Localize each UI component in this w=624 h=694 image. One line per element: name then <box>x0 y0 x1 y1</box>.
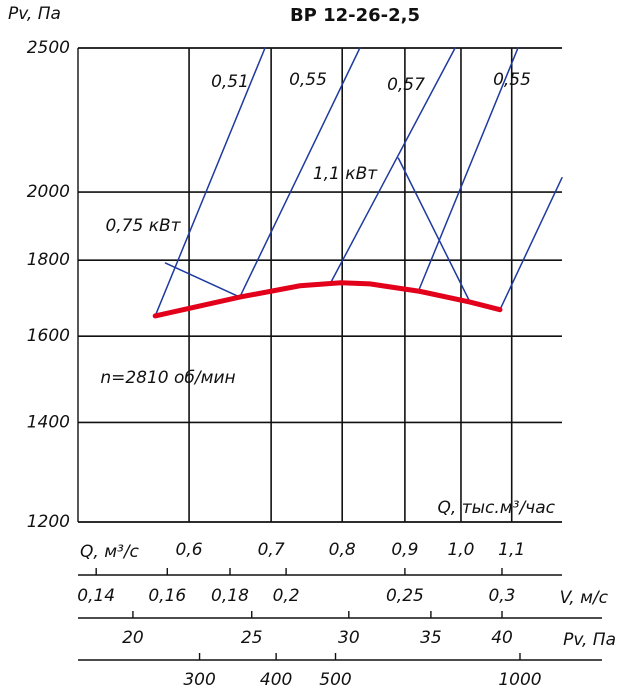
x-tick-label: 0,8 <box>329 540 356 560</box>
annotation: 0,51 <box>211 72 249 92</box>
performance-curve <box>152 280 503 319</box>
tick-label: 500 <box>319 670 351 690</box>
x-tick-label: 0,7 <box>258 540 285 560</box>
efficiency-line <box>164 262 241 298</box>
tick-label: 0,3 <box>488 586 515 606</box>
efficiency-line <box>417 47 519 293</box>
efficiency-line <box>154 47 266 317</box>
y-tick-label: 1400 <box>27 412 70 432</box>
tick-label: 20 <box>122 628 144 648</box>
y-tick-label: 1200 <box>27 512 70 532</box>
annotation: 0,55 <box>493 70 531 90</box>
tick-label: 30 <box>338 628 360 648</box>
tick-label: 0,2 <box>273 586 300 606</box>
annotation: 0,75 кВт <box>105 216 181 236</box>
annotation: n=2810 об/мин <box>100 368 235 388</box>
x-tick-label: 0,9 <box>391 540 418 560</box>
x-tick-label: 0,6 <box>176 540 203 560</box>
y-tick-label: 2500 <box>27 38 70 58</box>
axis-title: Pv, Па <box>563 630 616 650</box>
annotation: 0,57 <box>387 75 425 95</box>
x-tick-label: 1,1 <box>498 540 525 560</box>
tick-label: 40 <box>491 628 513 648</box>
tick-label: 400 <box>260 670 292 690</box>
axis-title: V, м/с <box>560 588 609 608</box>
tick-label: 0,14 <box>77 586 115 606</box>
y-tick-label: 1600 <box>27 326 70 346</box>
tick-label: 0,16 <box>148 586 186 606</box>
chart-title: ВР 12-26-2,5 <box>290 5 420 26</box>
y-axis-label: Pv, Па <box>8 4 61 24</box>
y-tick-label: 1800 <box>27 250 70 270</box>
annotation: 1,1 кВт <box>313 164 378 184</box>
efficiency-line <box>397 157 471 303</box>
tick-label: 0,18 <box>211 586 249 606</box>
efficiency-line <box>329 47 456 285</box>
tick-label: 0,25 <box>386 586 424 606</box>
y-tick-label: 2000 <box>27 182 70 202</box>
x-axis-label: Q, тыс.м³/час <box>438 498 556 518</box>
efficiency-line <box>499 176 563 311</box>
tick-label: 1000 <box>498 670 541 690</box>
tick-label: 300 <box>183 670 215 690</box>
efficiency-line <box>239 47 361 298</box>
annotation: 0,55 <box>289 70 327 90</box>
tick-label: 35 <box>420 628 442 648</box>
x-tick-label: 1,0 <box>447 540 474 560</box>
tick-label: 25 <box>241 628 263 648</box>
axis-title: Q, м³/с <box>80 542 140 562</box>
